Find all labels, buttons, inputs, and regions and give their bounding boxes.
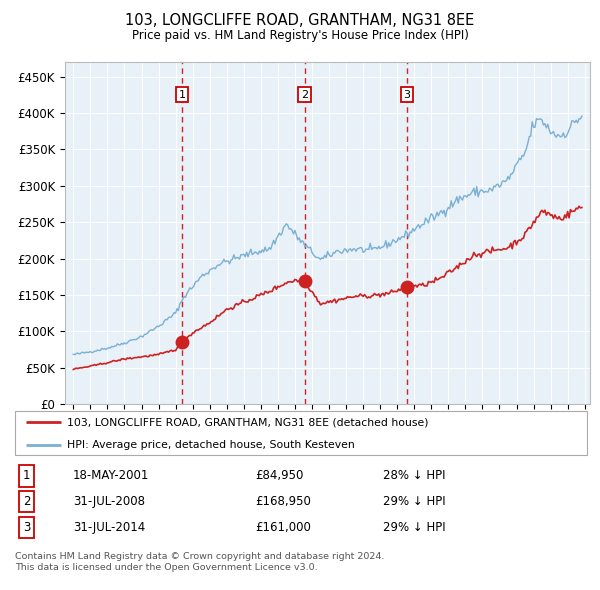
Text: This data is licensed under the Open Government Licence v3.0.: This data is licensed under the Open Gov… bbox=[15, 563, 317, 572]
Text: £84,950: £84,950 bbox=[255, 470, 304, 483]
Text: 103, LONGCLIFFE ROAD, GRANTHAM, NG31 8EE (detached house): 103, LONGCLIFFE ROAD, GRANTHAM, NG31 8EE… bbox=[67, 417, 428, 427]
Text: 29% ↓ HPI: 29% ↓ HPI bbox=[383, 495, 445, 508]
Text: Contains HM Land Registry data © Crown copyright and database right 2024.: Contains HM Land Registry data © Crown c… bbox=[15, 552, 385, 561]
Text: HPI: Average price, detached house, South Kesteven: HPI: Average price, detached house, Sout… bbox=[67, 440, 355, 450]
Text: 2: 2 bbox=[23, 495, 30, 508]
Text: 3: 3 bbox=[404, 90, 410, 100]
Text: Price paid vs. HM Land Registry's House Price Index (HPI): Price paid vs. HM Land Registry's House … bbox=[131, 29, 469, 42]
Text: 3: 3 bbox=[23, 521, 30, 534]
Text: 31-JUL-2014: 31-JUL-2014 bbox=[73, 521, 145, 534]
Text: 1: 1 bbox=[178, 90, 185, 100]
Text: 29% ↓ HPI: 29% ↓ HPI bbox=[383, 521, 445, 534]
Text: 28% ↓ HPI: 28% ↓ HPI bbox=[383, 470, 445, 483]
FancyBboxPatch shape bbox=[15, 411, 587, 455]
Text: 103, LONGCLIFFE ROAD, GRANTHAM, NG31 8EE: 103, LONGCLIFFE ROAD, GRANTHAM, NG31 8EE bbox=[125, 13, 475, 28]
Text: 18-MAY-2001: 18-MAY-2001 bbox=[73, 470, 149, 483]
Text: 1: 1 bbox=[23, 470, 30, 483]
Text: 2: 2 bbox=[301, 90, 308, 100]
Text: £161,000: £161,000 bbox=[255, 521, 311, 534]
Text: 31-JUL-2008: 31-JUL-2008 bbox=[73, 495, 145, 508]
Text: £168,950: £168,950 bbox=[255, 495, 311, 508]
